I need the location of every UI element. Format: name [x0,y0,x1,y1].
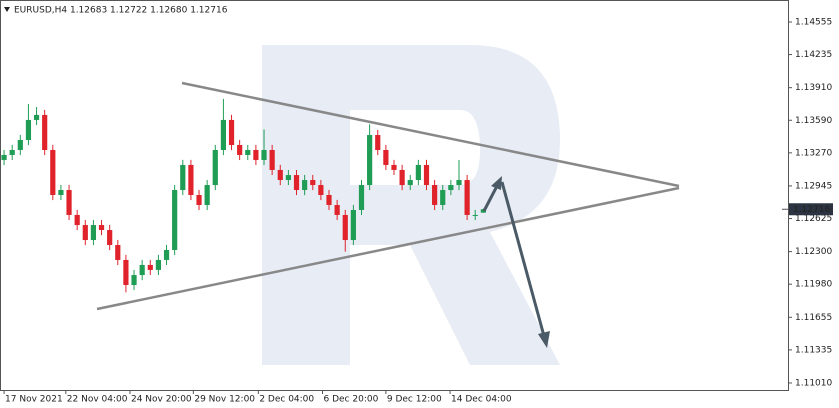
candle-body [358,185,365,210]
y-tick-label: 1.12300 [795,247,832,257]
candle-body [261,149,267,160]
candle-body [66,190,72,215]
candle-body [228,119,235,146]
candle-body [82,225,88,241]
candle-body [277,169,283,181]
watermark-logo [262,45,560,365]
candle-body [383,149,389,165]
candle-body [448,185,454,191]
candle-body [391,164,397,170]
y-tick-label: 1.11980 [795,280,832,290]
candle-body [115,244,121,260]
candle-body [74,214,80,226]
candle-body [33,114,40,120]
candle-body [204,185,210,205]
candle-body [440,190,446,205]
x-tick-label: 17 Nov 2021 [5,395,63,405]
plot-frame [0,0,789,391]
candle-body [456,180,462,186]
y-tick-label: 1.12945 [795,181,832,191]
candle-body [464,180,470,215]
y-tick-label: 1.12625 [795,214,832,224]
candle-body [342,214,348,241]
candle-body [188,164,194,195]
candle-body [180,164,186,191]
candle-body [480,209,486,213]
candle-body [196,195,202,205]
candle-body [9,149,15,155]
x-tick-label: 22 Nov 04:00 [67,395,128,405]
candle-body [98,225,105,231]
candle-body [220,119,227,150]
candle-body [293,175,300,191]
candle-body [407,180,413,186]
trend-line-upper [181,81,680,188]
candle-body [50,149,56,195]
x-tick-label: 14 Dec 04:00 [451,395,512,405]
y-tick-label: 1.11010 [795,378,832,388]
candle-body [367,135,373,186]
candle-body [415,164,421,181]
y-tick-label: 1.14235 [795,50,832,60]
candle-body [269,149,275,170]
y-tick-label: 1.11335 [795,345,832,355]
candle-body [245,149,251,155]
title-marker [4,7,10,12]
candle-body [139,264,145,276]
trend-line-lower [96,186,680,311]
current-price-tag [789,203,833,216]
y-tick-label: 1.13590 [795,116,832,126]
y-tick-label: 1.11655 [795,313,832,323]
candle-body [334,204,340,215]
candle-body [155,259,162,270]
y-tick-label: 1.13910 [795,83,832,93]
candle-body [163,249,170,260]
candle-body [423,164,430,186]
candle-body [123,259,129,286]
candle-body [107,230,113,245]
x-tick-label: 9 Dec 12:00 [387,395,442,405]
candle-body [172,190,178,250]
candle-body [253,149,259,160]
candle-body [237,145,243,155]
candle-body [131,275,137,286]
x-tick-label: 6 Dec 20:00 [324,395,379,405]
candle-body [375,135,381,150]
candle-body [302,180,308,191]
candle-body [90,225,97,241]
candle-body [326,195,332,205]
x-tick-label: 2 Dec 04:00 [259,395,314,405]
x-tick-label: 29 Nov 12:00 [194,395,255,405]
candle-body [318,185,324,195]
candle-body [399,169,405,186]
candle-body [1,154,7,160]
forecast-arrows [482,176,550,348]
candle-body [17,140,23,150]
x-tick-label: 24 Nov 20:00 [131,395,192,405]
candle-body [147,264,153,270]
candle-body [42,114,48,150]
candle-body [310,180,316,186]
candle-body [285,175,291,181]
current-price-label: 1.12716 [793,205,830,215]
chart-title: EURUSD,H4 1.12683 1.12722 1.12680 1.1271… [14,6,228,16]
candle-body [212,149,218,186]
candle-body [25,119,32,141]
candle-body [432,185,438,205]
y-tick-label: 1.14555 [795,17,832,27]
y-tick-label: 1.13270 [795,148,832,158]
candle-body [350,209,356,241]
candle-body [472,214,478,216]
candle-body [58,190,64,195]
